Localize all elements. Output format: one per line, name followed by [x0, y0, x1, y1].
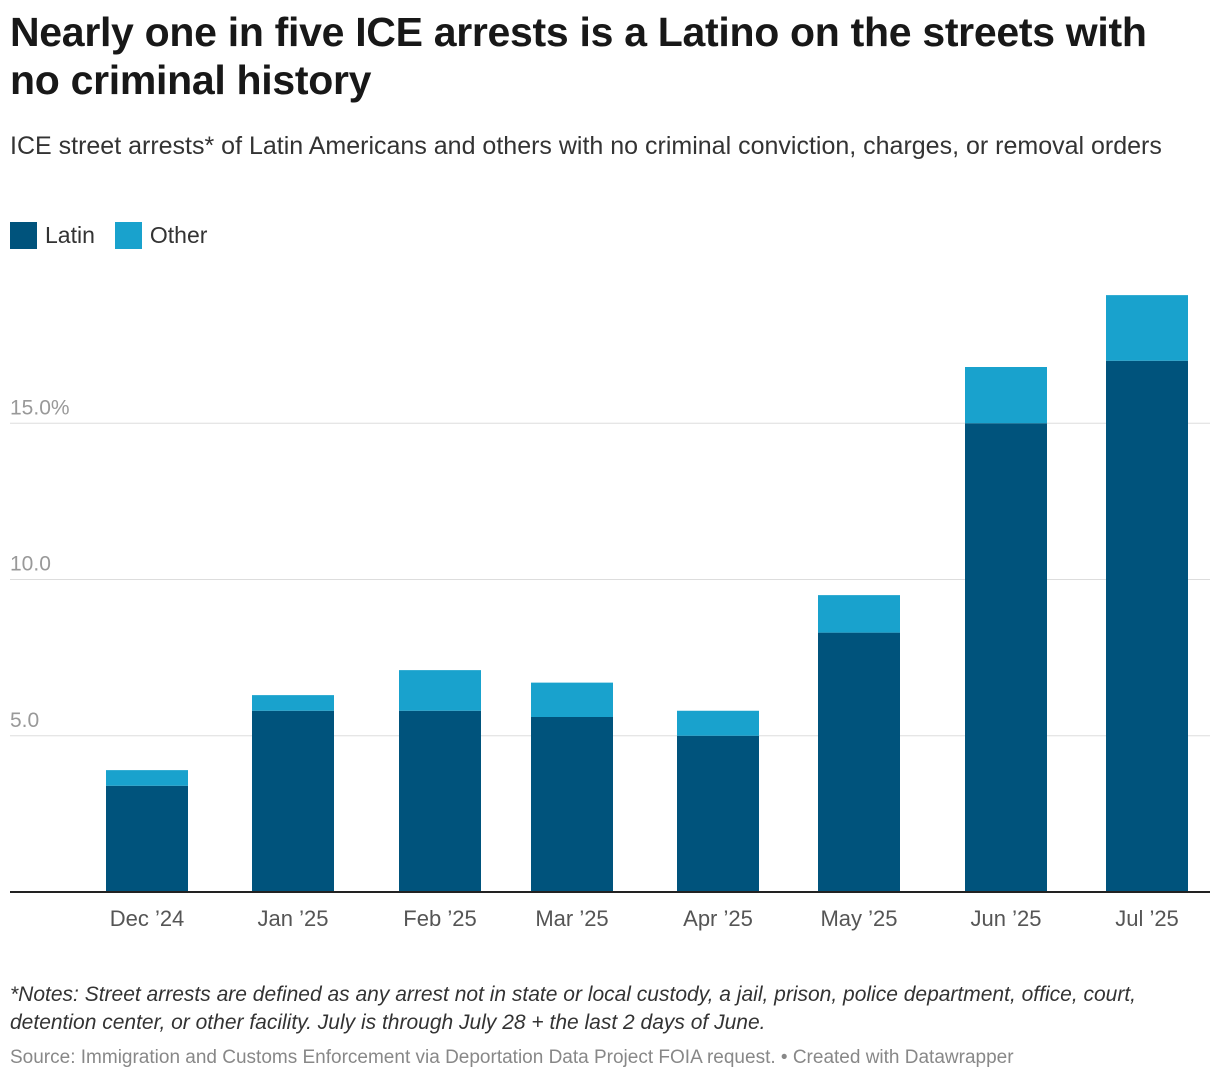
x-tick-label: Jan ’25 [258, 906, 329, 931]
chart-source: Source: Immigration and Customs Enforcem… [10, 1047, 1014, 1068]
y-tick-label: 10.0 [10, 553, 51, 576]
legend: Latin Other [10, 222, 227, 249]
legend-item-other: Other [114, 222, 208, 249]
bar-latin [965, 423, 1047, 892]
stacked-bar-chart: 5.0 10.0 15.0% Dec ’24 Jan ’25 Feb ’25 Mar ’25… [10, 295, 1210, 931]
legend-label-latin: Latin [45, 222, 95, 248]
x-tick-label: May ’25 [820, 906, 897, 931]
bar-other [818, 595, 900, 633]
legend-swatch-latin [10, 222, 37, 249]
bar-latin [1106, 360, 1188, 892]
x-tick-label: Feb ’25 [403, 906, 476, 931]
legend-swatch-other [114, 222, 142, 249]
x-tick-label: Mar ’25 [535, 906, 608, 931]
x-tick-label: Jul ’25 [1115, 906, 1179, 931]
bar-other [399, 670, 481, 711]
bar-other [106, 770, 188, 786]
x-tick-label: Jun ’25 [971, 906, 1042, 931]
bar-other [677, 710, 759, 736]
bar-other [965, 367, 1047, 424]
bar-latin [677, 735, 759, 892]
x-tick-label: Apr ’25 [683, 906, 753, 931]
bar-other [252, 695, 334, 711]
legend-item-latin: Latin [10, 222, 95, 249]
chart-notes: *Notes: Street arrests are defined as an… [10, 983, 1137, 1034]
bar-latin [106, 785, 188, 892]
y-tick-label: 5.0 [10, 709, 39, 732]
bar-other [531, 682, 613, 717]
bar-latin [531, 717, 613, 892]
x-tick-label: Dec ’24 [110, 906, 185, 931]
bar-latin [818, 632, 900, 892]
legend-label-other: Other [149, 222, 208, 248]
chart-title: Nearly one in five ICE arrests is a Lati… [10, 9, 1147, 103]
bar-latin [399, 710, 481, 892]
bar-other [1106, 295, 1188, 361]
chart-subtitle: ICE street arrests* of Latin Americans a… [10, 132, 1162, 160]
bar-latin [252, 710, 334, 892]
y-tick-label: 15.0% [10, 396, 70, 419]
